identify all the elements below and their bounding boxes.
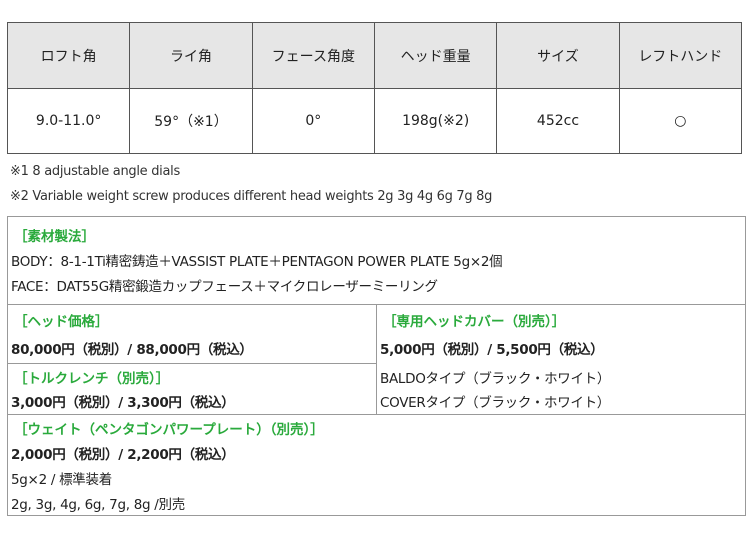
weight-price: 2,000円（税別）/ 2,200円（税込） <box>11 447 235 463</box>
cover-section: ［専用ヘッドカバー（別売）］ 5,000円（税別）/ 5,500円（税込） BA… <box>376 304 746 415</box>
note-2: ※2 Variable weight screw produces differ… <box>10 189 493 204</box>
header-face-angle: フェース角度 <box>251 22 375 89</box>
value-left-hand: ○ <box>618 88 743 154</box>
head-price-value: 80,000円（税別）/ 88,000円（税込） <box>11 342 253 358</box>
value-size: 452cc <box>496 88 620 154</box>
value-face-angle: 0° <box>251 88 375 154</box>
material-face: FACE：DAT55G精密鍛造カップフェース＋マイクロレーザーミーリング <box>11 279 438 295</box>
note-1: ※1 8 adjustable angle dials <box>10 164 180 179</box>
header-head-weight: ヘッド重量 <box>373 22 498 89</box>
wrench-price: 3,000円（税別）/ 3,300円（税込） <box>11 395 235 411</box>
head-price-title: ［ヘッド価格］ <box>14 314 109 330</box>
wrench-title: ［トルクレンチ（別売）］ <box>14 371 170 387</box>
weight-title: ［ウェイト（ペンタゴンパワープレート）（別売）］ <box>14 422 324 438</box>
weight-section: ［ウェイト（ペンタゴンパワープレート）（別売）］ 2,000円（税別）/ 2,2… <box>7 414 746 516</box>
weight-standard: 5g×2 / 標準装着 <box>11 472 112 488</box>
header-size: サイズ <box>496 22 620 89</box>
header-left-hand: レフトハンド <box>618 22 743 89</box>
cover-type-baldo: BALDOタイプ（ブラック・ホワイト） <box>380 371 611 387</box>
material-section: ［素材製法］ BODY：8-1-1Ti精密鋳造＋VASSIST PLATE＋PE… <box>7 216 746 305</box>
header-lie: ライ角 <box>129 22 253 89</box>
value-loft: 9.0-11.0° <box>6 88 131 154</box>
spec-table: ロフト角 ライ角 フェース角度 ヘッド重量 サイズ レフトハンド 9.0-11.… <box>6 22 743 154</box>
value-lie: 59°（※1） <box>129 88 253 154</box>
material-title: ［素材製法］ <box>14 229 95 245</box>
material-body: BODY：8-1-1Ti精密鋳造＋VASSIST PLATE＋PENTAGON … <box>11 254 503 270</box>
head-price-section: ［ヘッド価格］ 80,000円（税別）/ 88,000円（税込） <box>7 304 377 364</box>
cover-price: 5,000円（税別）/ 5,500円（税込） <box>380 342 604 358</box>
table-row: 9.0-11.0° 59°（※1） 0° 198g(※2) 452cc ○ <box>6 88 743 154</box>
value-head-weight: 198g(※2) <box>373 88 498 154</box>
wrench-section: ［トルクレンチ（別売）］ 3,000円（税別）/ 3,300円（税込） <box>7 363 377 415</box>
header-loft: ロフト角 <box>6 22 131 89</box>
header-row: ロフト角 ライ角 フェース角度 ヘッド重量 サイズ レフトハンド <box>6 22 743 89</box>
cover-title: ［専用ヘッドカバー（別売）］ <box>383 314 566 330</box>
weight-options: 2g, 3g, 4g, 6g, 7g, 8g /別売 <box>11 497 185 513</box>
cover-type-cover: COVERタイプ（ブラック・ホワイト） <box>380 395 610 411</box>
